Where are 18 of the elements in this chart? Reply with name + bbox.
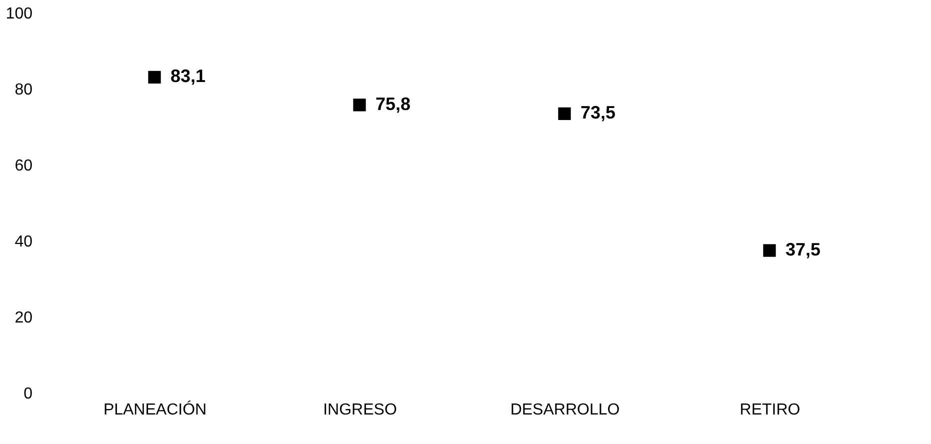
- y-tick-label: 20: [14, 310, 33, 326]
- y-tick-label: 60: [14, 158, 33, 174]
- point: [763, 244, 776, 257]
- x-tick-label: RETIRO: [740, 402, 800, 418]
- data-label: 83,1: [170, 66, 206, 86]
- y-tick-label: 40: [14, 234, 33, 250]
- data-label: 37,5: [786, 240, 821, 260]
- y-tick-label: 0: [24, 386, 33, 402]
- point: [148, 70, 161, 84]
- y-tick-label: 100: [6, 6, 33, 22]
- data-label: 75,8: [376, 94, 411, 114]
- y-tick-label: 80: [14, 82, 33, 98]
- x-tick-label: INGRESO: [323, 402, 397, 418]
- data-label: 73,5: [580, 102, 616, 123]
- x-tick-label: DESARROLLO: [510, 402, 620, 418]
- point: [558, 107, 571, 120]
- x-tick-label: PLANEACIÓN: [103, 400, 207, 418]
- point: [353, 98, 366, 112]
